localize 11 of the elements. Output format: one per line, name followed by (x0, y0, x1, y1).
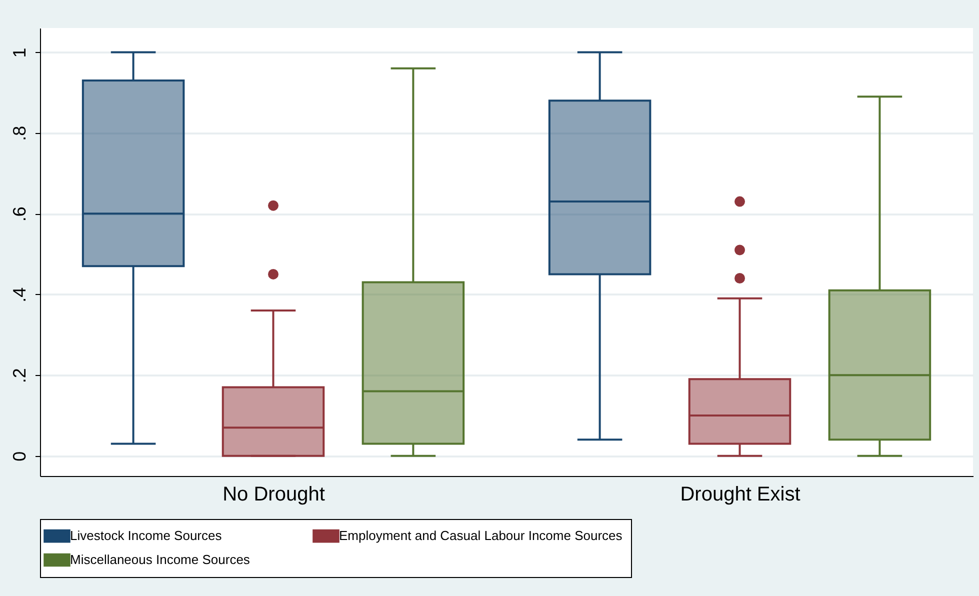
y-tick-label: 0 (10, 451, 30, 462)
y-tick-label: .4 (10, 287, 30, 302)
legend-label: Miscellaneous Income Sources (70, 552, 250, 567)
legend-label: Livestock Income Sources (70, 528, 222, 544)
y-tick-label: 1 (10, 48, 30, 58)
y-tick-label: .6 (10, 206, 30, 222)
y-tick-label: .2 (10, 368, 30, 384)
x-tick-label: No Drought (222, 484, 326, 506)
legend-label: Employment and Casual Labour Income Sources (339, 528, 623, 544)
y-tick-label: .8 (10, 126, 30, 141)
x-tick-label: Drought Exist (680, 484, 801, 506)
